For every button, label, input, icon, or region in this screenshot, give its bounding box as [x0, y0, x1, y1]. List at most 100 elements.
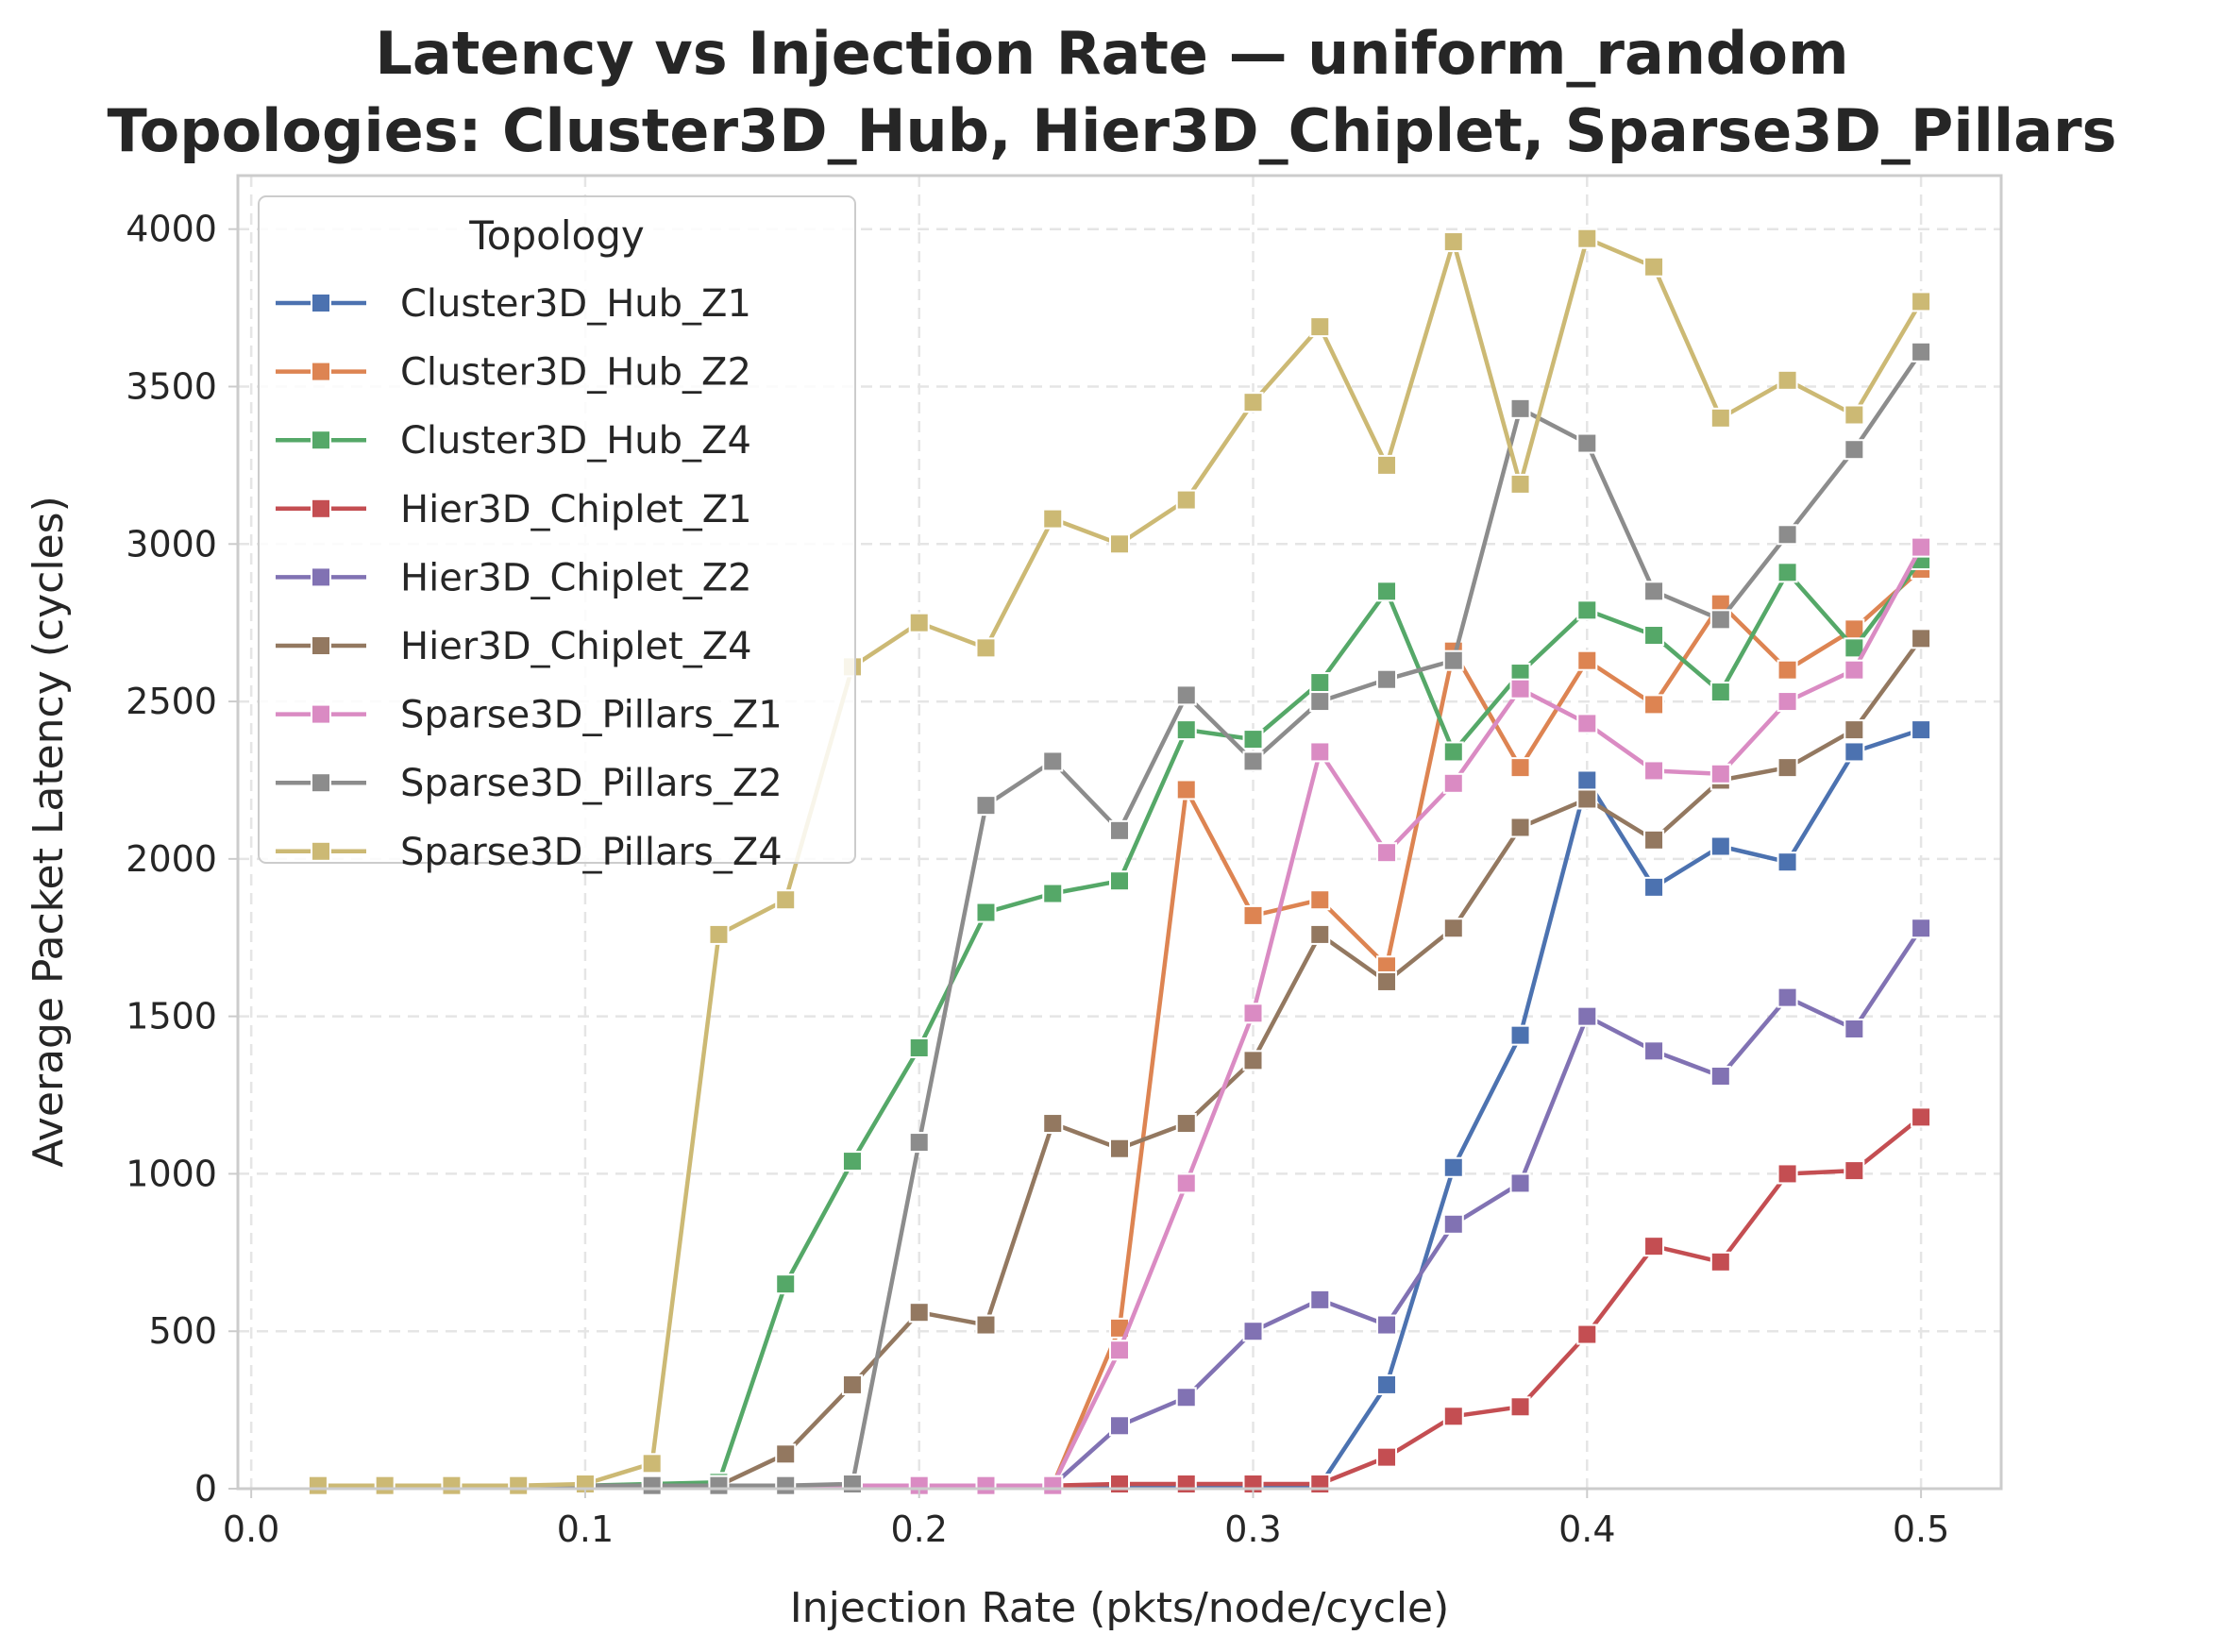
- data-point: [1242, 904, 1264, 926]
- data-point: [1242, 1321, 1264, 1342]
- data-point: [307, 1475, 328, 1496]
- data-point: [1042, 508, 1064, 530]
- data-point: [1576, 228, 1598, 249]
- data-point: [708, 923, 730, 945]
- data-point: [1109, 1138, 1130, 1159]
- data-point: [975, 795, 997, 817]
- legend: Topology Cluster3D_Hub_Z1Cluster3D_Hub_Z…: [258, 195, 856, 874]
- data-point: [841, 1374, 863, 1395]
- data-point: [441, 1475, 463, 1496]
- data-point: [1911, 536, 1932, 558]
- data-point: [1643, 694, 1665, 716]
- legend-entry: Hier3D_Chiplet_Z2: [276, 556, 752, 599]
- data-point: [1042, 1475, 1064, 1496]
- data-point: [1844, 404, 1865, 426]
- data-point: [1844, 1160, 1865, 1182]
- data-point: [1911, 291, 1932, 312]
- data-point: [1777, 986, 1798, 1008]
- legend-entry: Hier3D_Chiplet_Z4: [276, 625, 752, 668]
- y-tick-label: 2500: [126, 681, 217, 722]
- data-point: [1509, 1024, 1531, 1046]
- data-point: [1309, 316, 1331, 338]
- data-point: [1509, 1172, 1531, 1194]
- data-point: [775, 1443, 797, 1465]
- legend-marker: [311, 497, 331, 519]
- data-point: [775, 1273, 797, 1295]
- x-axis-label: Injection Rate (pkts/node/cycle): [790, 1584, 1450, 1632]
- data-point: [1844, 741, 1865, 763]
- data-point: [1042, 883, 1064, 904]
- y-axis-ticks: 0 500 1000 1500 2000 2500 3000 3500 4000: [126, 209, 238, 1509]
- data-point: [1042, 750, 1064, 772]
- data-point: [508, 1475, 530, 1496]
- data-point: [1309, 741, 1331, 763]
- legend-marker: [311, 361, 331, 382]
- data-point: [841, 1151, 863, 1172]
- data-point: [908, 612, 930, 633]
- data-point: [1576, 1323, 1598, 1345]
- data-point: [1643, 1040, 1665, 1062]
- data-point: [1911, 341, 1932, 362]
- data-point: [1376, 842, 1398, 864]
- data-point: [1309, 691, 1331, 713]
- data-point: [1643, 876, 1665, 898]
- data-point: [1442, 1213, 1464, 1235]
- data-point: [1376, 668, 1398, 690]
- data-point: [1844, 1018, 1865, 1039]
- legend-marker: [311, 566, 331, 588]
- data-point: [775, 889, 797, 911]
- data-point: [1109, 819, 1130, 841]
- data-point: [1844, 637, 1865, 659]
- data-point: [1175, 1387, 1197, 1408]
- legend-marker: [311, 840, 331, 862]
- legend-label: Cluster3D_Hub_Z2: [400, 351, 751, 395]
- data-point: [1376, 454, 1398, 476]
- data-point: [1509, 678, 1531, 700]
- y-tick-label: 3500: [126, 365, 217, 407]
- data-point: [1576, 788, 1598, 810]
- legend-entry: Cluster3D_Hub_Z2: [276, 351, 751, 395]
- data-point: [1777, 562, 1798, 583]
- data-point: [1175, 779, 1197, 801]
- data-point: [1643, 760, 1665, 782]
- y-tick-label: 4000: [126, 209, 217, 250]
- data-point: [1309, 923, 1331, 945]
- legend-label: Cluster3D_Hub_Z1: [400, 282, 751, 326]
- x-tick-label: 0.3: [1224, 1509, 1281, 1550]
- data-point: [1576, 432, 1598, 454]
- data-point: [1643, 625, 1665, 647]
- data-point: [1777, 369, 1798, 391]
- legend-marker: [311, 635, 331, 656]
- chart-title: Latency vs Injection Rate — uniform_rand…: [375, 19, 1848, 88]
- data-point: [1911, 918, 1932, 939]
- data-point: [1509, 397, 1531, 419]
- data-point: [1509, 473, 1531, 495]
- data-point: [1242, 1003, 1264, 1024]
- data-point: [1576, 769, 1598, 791]
- data-point: [1709, 835, 1731, 857]
- data-point: [1175, 719, 1197, 741]
- legend-marker: [311, 772, 331, 794]
- data-point: [1844, 618, 1865, 640]
- data-point: [1109, 1473, 1130, 1494]
- x-tick-label: 0.0: [223, 1509, 279, 1550]
- data-point: [641, 1453, 663, 1475]
- x-tick-label: 0.4: [1558, 1509, 1615, 1550]
- data-point: [1643, 829, 1665, 851]
- data-point: [1109, 870, 1130, 892]
- legend-marker: [311, 430, 331, 451]
- data-point: [1376, 970, 1398, 992]
- data-point: [641, 1475, 663, 1496]
- series-layer: [307, 228, 1932, 1496]
- data-point: [1643, 256, 1665, 278]
- data-point: [1309, 672, 1331, 694]
- data-point: [1911, 628, 1932, 649]
- data-point: [1709, 682, 1731, 703]
- plot-frame: [236, 174, 2003, 1491]
- legend-label: Sparse3D_Pillars_Z4: [400, 831, 783, 874]
- data-point: [1175, 1473, 1197, 1494]
- legend-label: Hier3D_Chiplet_Z2: [400, 556, 752, 599]
- data-point: [1376, 581, 1398, 602]
- data-point: [1309, 1473, 1331, 1494]
